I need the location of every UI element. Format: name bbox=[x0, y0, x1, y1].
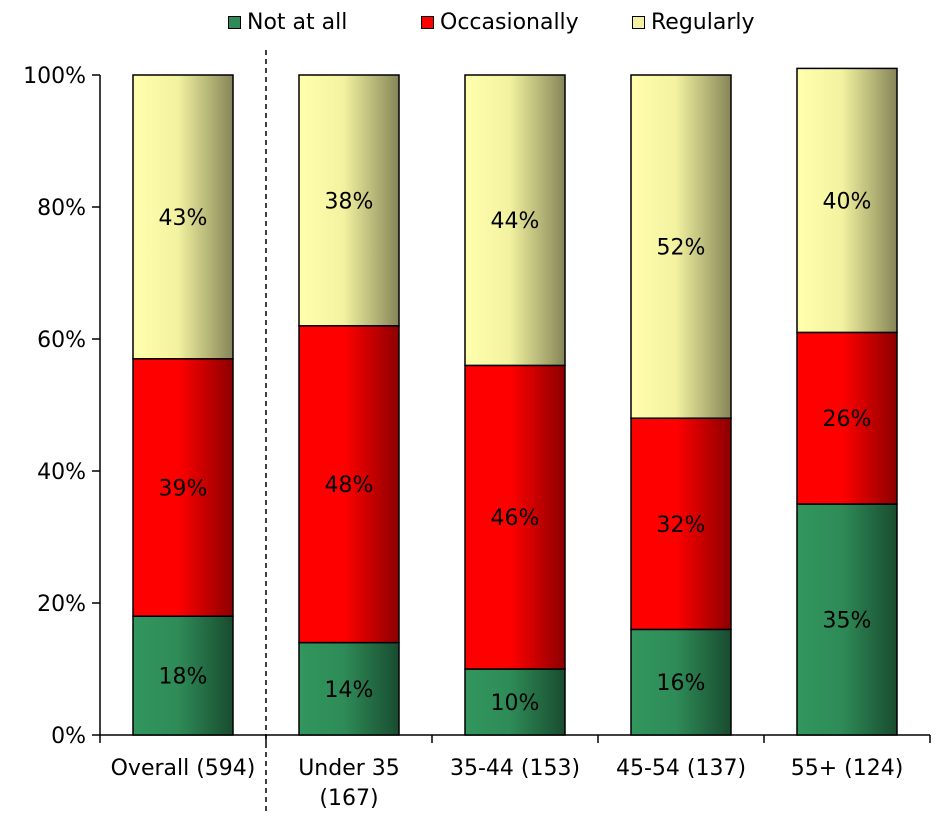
legend-swatch-occasionally bbox=[421, 15, 434, 29]
bar-segment bbox=[630, 417, 732, 631]
y-tick-label: 0% bbox=[51, 724, 86, 749]
bar-segment bbox=[630, 74, 732, 419]
legend-label: Occasionally bbox=[440, 9, 579, 35]
data-label: 46% bbox=[491, 506, 540, 531]
y-tick-label: 60% bbox=[37, 328, 86, 353]
x-tick-label: 55+ (124) bbox=[791, 756, 904, 781]
x-tick-label: 35-44 (153) bbox=[450, 756, 580, 781]
x-tick-label: (167) bbox=[319, 786, 378, 811]
x-tick-label: Overall (594) bbox=[111, 756, 256, 781]
data-label: 32% bbox=[657, 513, 706, 538]
x-tick-label: Under 35 bbox=[298, 756, 400, 781]
data-label: 18% bbox=[159, 665, 208, 690]
bar-segment bbox=[796, 503, 898, 736]
legend-swatch-regularly bbox=[632, 15, 645, 29]
bar-segment bbox=[298, 641, 400, 736]
legend-item-occasionally: Occasionally bbox=[421, 6, 579, 38]
data-label: 43% bbox=[159, 206, 208, 231]
legend-item-regularly: Regularly bbox=[632, 6, 755, 38]
bar-segment bbox=[796, 331, 898, 505]
legend-label: Regularly bbox=[651, 9, 755, 35]
legend-item-not-at-all: Not at all bbox=[228, 6, 347, 38]
bar-segment bbox=[464, 668, 566, 736]
data-label: 35% bbox=[823, 609, 872, 634]
data-label: 16% bbox=[657, 671, 706, 696]
legend-swatch-not-at-all bbox=[228, 15, 241, 29]
y-tick-label: 20% bbox=[37, 592, 86, 617]
y-tick-label: 40% bbox=[37, 460, 86, 485]
data-label: 52% bbox=[657, 236, 706, 261]
bar-segment bbox=[298, 325, 400, 644]
data-label: 40% bbox=[823, 189, 872, 214]
data-label: 10% bbox=[491, 691, 540, 716]
bar-segment bbox=[298, 74, 400, 327]
data-label: 38% bbox=[325, 189, 374, 214]
y-tick-label: 100% bbox=[23, 64, 86, 89]
x-tick-label: 45-54 (137) bbox=[616, 756, 746, 781]
bar-segment bbox=[464, 364, 566, 670]
bar-segment bbox=[796, 67, 898, 334]
data-label: 26% bbox=[823, 407, 872, 432]
data-label: 44% bbox=[491, 209, 540, 234]
data-label: 14% bbox=[325, 678, 374, 703]
bar-segment bbox=[132, 615, 234, 736]
bar-segment bbox=[464, 74, 566, 367]
data-label: 48% bbox=[325, 473, 374, 498]
bar-segment bbox=[132, 74, 234, 360]
bar-segment bbox=[132, 358, 234, 617]
data-label: 39% bbox=[159, 477, 208, 502]
legend-label: Not at all bbox=[247, 9, 348, 35]
legend: Not at all Occasionally Regularly bbox=[0, 6, 950, 38]
y-tick-label: 80% bbox=[37, 196, 86, 221]
